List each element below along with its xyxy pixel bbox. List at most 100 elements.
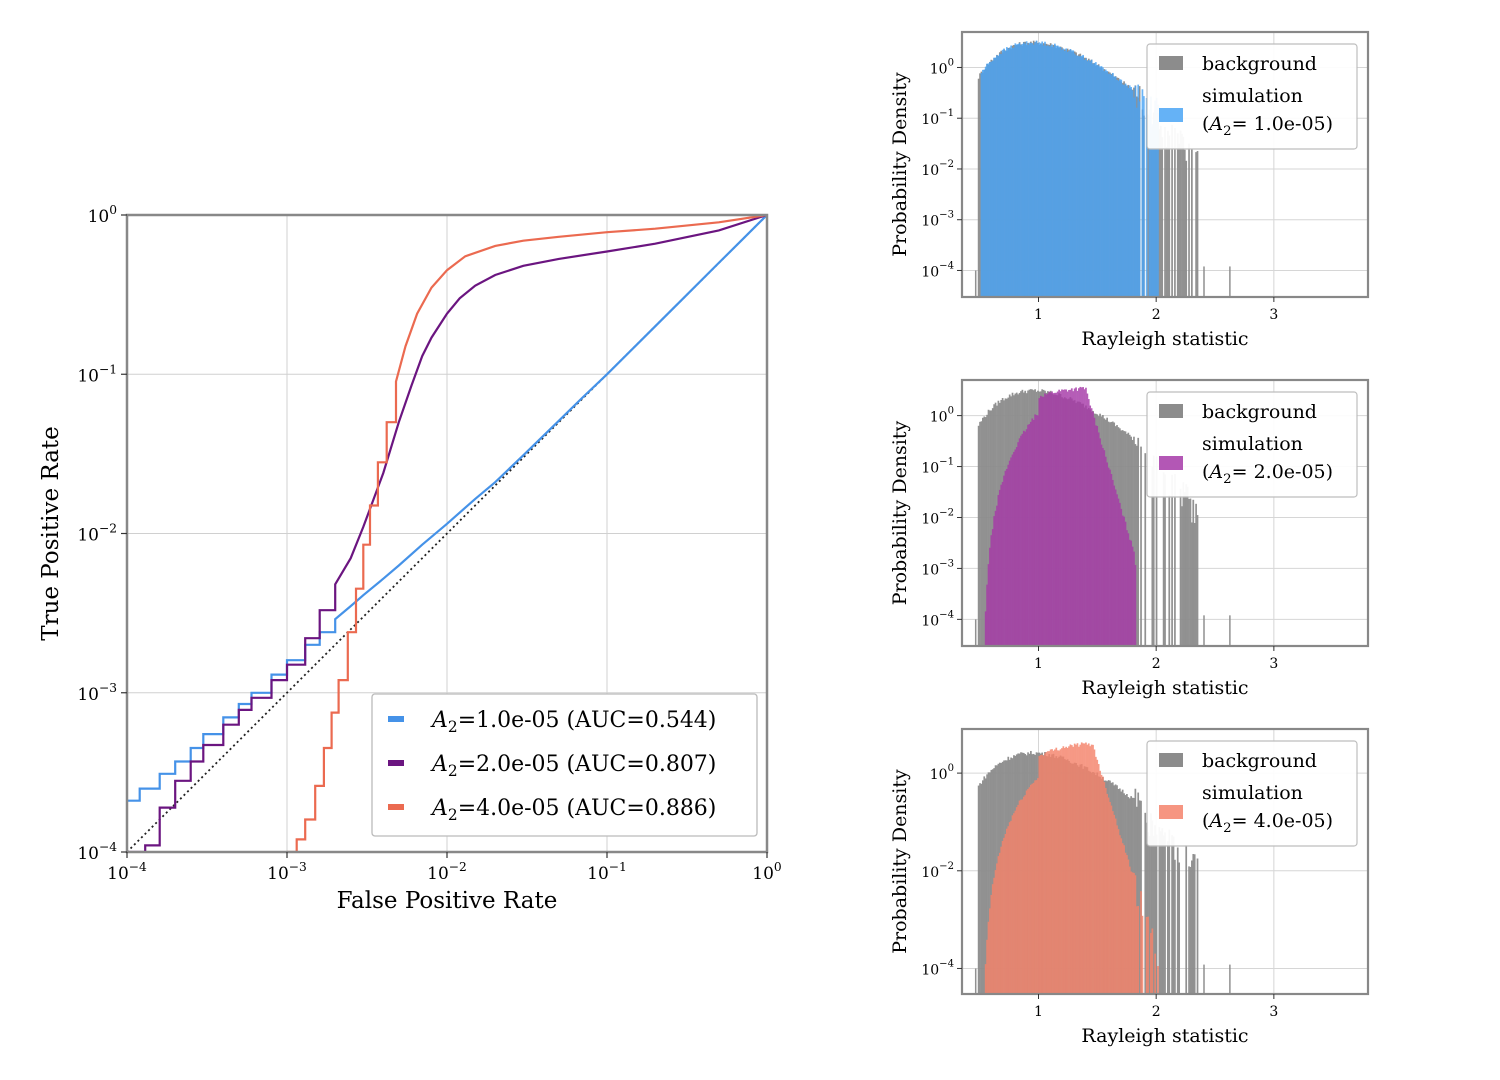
histogram-legend-swatch-background <box>1159 56 1183 70</box>
histogram-bar <box>1062 389 1065 646</box>
histogram-bar <box>1097 65 1100 297</box>
roc-y-tick-label: 100 <box>88 203 117 227</box>
histogram-bar <box>1110 805 1113 994</box>
histogram-bar <box>1162 835 1165 994</box>
histogram-bar <box>1138 101 1141 297</box>
histogram-bar <box>1087 399 1090 646</box>
histogram-bar <box>1015 44 1018 297</box>
histogram-bar <box>1159 831 1162 994</box>
histogram-bar <box>1073 388 1076 646</box>
histogram-bar <box>991 529 994 646</box>
histogram-bar <box>1014 810 1017 994</box>
histogram-bar <box>1017 804 1020 994</box>
histogram-bar <box>1045 751 1048 994</box>
histogram-bar <box>984 964 987 994</box>
histogram-bar <box>1161 828 1164 994</box>
histogram-bar <box>1117 498 1120 646</box>
histogram-bar <box>982 69 984 297</box>
histogram-bar <box>1006 468 1008 646</box>
histogram-bar <box>1157 104 1159 297</box>
histogram-series-simulation <box>984 742 1159 994</box>
histogram-legend: background simulation (A2= 4.0e-05) <box>1146 740 1358 847</box>
histogram-bar <box>1096 759 1099 994</box>
histogram-bar <box>1086 61 1089 297</box>
histogram-bar <box>1172 836 1175 994</box>
histogram-legend: background simulation (A2= 2.0e-05) <box>1146 391 1358 498</box>
roc-x-tick-label: 10−2 <box>427 860 467 884</box>
histogram-legend-box <box>1146 391 1358 498</box>
histogram-bar <box>1176 133 1179 297</box>
histogram-axes-frame <box>960 378 1370 648</box>
histogram-bar <box>997 856 1000 994</box>
histogram-bar <box>1078 56 1080 297</box>
histogram-bar <box>1052 46 1055 297</box>
histogram-bar <box>1049 392 1052 646</box>
histogram-bar <box>1089 746 1092 994</box>
histogram-bar <box>1168 135 1171 297</box>
histogram-bar <box>1113 814 1116 994</box>
histogram-x-axis-label: Rayleigh statistic <box>1081 328 1248 350</box>
histogram-bar <box>1116 494 1118 646</box>
histogram-bar <box>998 852 1001 994</box>
histogram-bar <box>1034 414 1036 646</box>
histogram-legend-swatch-background <box>1159 404 1183 418</box>
histogram-bar <box>1069 389 1072 646</box>
histogram-bar <box>979 73 981 297</box>
roc-legend-label-3: A2=4.0e-05 (AUC=0.886) <box>430 796 716 824</box>
histogram-bar <box>1109 469 1111 646</box>
histogram-bar <box>1072 746 1075 994</box>
histogram-bar <box>1083 59 1086 297</box>
histogram-bar <box>1152 119 1155 297</box>
histogram-bar <box>1013 813 1015 994</box>
histogram-bar <box>986 774 988 994</box>
histogram-bar <box>1114 818 1117 994</box>
histogram-bar <box>1014 449 1017 646</box>
histogram-bar <box>1076 390 1079 646</box>
histogram-x-tick-label: 1 <box>1034 656 1043 672</box>
histogram-bar <box>1066 391 1069 646</box>
histogram-bar <box>1192 499 1195 646</box>
histogram-legend-swatch-simulation <box>1159 456 1183 470</box>
histogram-bar <box>1028 787 1031 994</box>
histogram-bar <box>1072 50 1075 297</box>
histogram-bar <box>1174 474 1176 646</box>
histogram-bar <box>1171 124 1173 297</box>
histogram-bar <box>1013 451 1015 646</box>
histogram-legend-swatch-simulation <box>1159 108 1183 122</box>
histogram-bar <box>1127 533 1130 646</box>
histogram-bar <box>1109 801 1111 994</box>
histogram-bar <box>1031 418 1034 646</box>
histogram-bar <box>1178 143 1181 297</box>
histogram-bar <box>1086 393 1089 646</box>
histogram-bar <box>1140 891 1142 994</box>
histogram-bar <box>1123 516 1125 646</box>
histogram-bar <box>1000 846 1003 994</box>
histogram-bar <box>1030 42 1032 297</box>
histogram-bar <box>989 772 991 994</box>
histogram-bar <box>990 769 993 994</box>
histogram-bar <box>987 63 990 297</box>
histogram-bar <box>1051 749 1053 994</box>
histogram-legend-label-simulation: simulation <box>1202 782 1303 804</box>
histogram-legend-swatch-background <box>1159 753 1183 767</box>
histogram-bar <box>1022 42 1025 297</box>
histogram-bar <box>1085 387 1087 646</box>
histogram-bar <box>997 55 1000 297</box>
histogram-bar <box>990 894 993 994</box>
histogram-bar <box>1013 47 1015 297</box>
histogram-bar <box>1086 744 1089 994</box>
histogram-bar <box>989 908 991 994</box>
roc-legend-swatch-3 <box>388 804 404 810</box>
histogram-bar <box>1134 85 1137 297</box>
roc-plot-area <box>127 215 767 852</box>
histogram-legend: background simulation (A2= 1.0e-05) <box>1146 43 1358 150</box>
histogram-bar <box>1011 454 1014 646</box>
histogram-bar <box>984 778 987 994</box>
histogram-bar <box>1049 749 1052 994</box>
histogram-bar <box>1152 455 1155 646</box>
histogram-bar <box>1118 502 1121 646</box>
histogram-bar <box>1042 396 1045 646</box>
histogram-bar <box>1185 484 1188 646</box>
histogram-bar <box>1152 835 1155 994</box>
histogram-bar <box>1114 489 1117 646</box>
